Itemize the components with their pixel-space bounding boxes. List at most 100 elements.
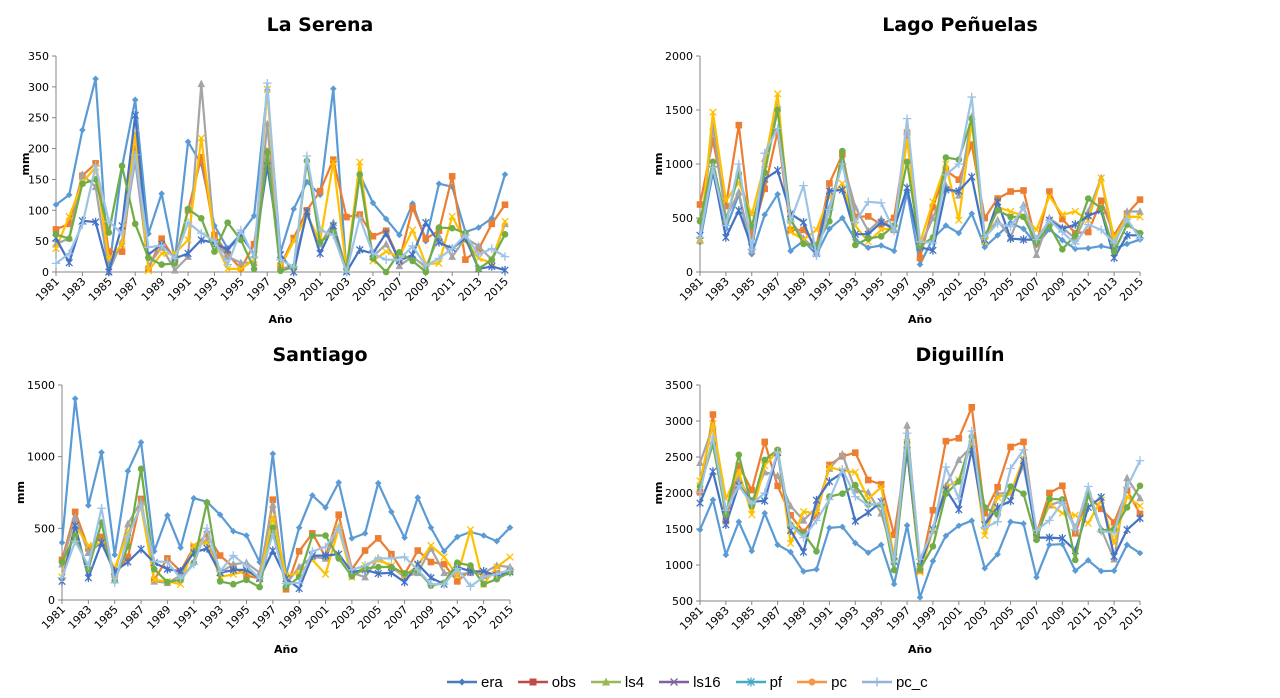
data-point-era bbox=[348, 535, 356, 542]
data-point-pc-c bbox=[980, 233, 990, 242]
data-point-pc bbox=[374, 563, 382, 571]
data-point-pc bbox=[171, 260, 179, 267]
data-point-obs bbox=[735, 462, 743, 469]
data-point-ls16 bbox=[448, 212, 456, 221]
data-point-era bbox=[401, 534, 408, 541]
data-point-ls16 bbox=[84, 541, 93, 550]
data-point-ls16 bbox=[955, 216, 963, 224]
data-point-ls16 bbox=[786, 228, 795, 236]
data-point-ls16 bbox=[1058, 211, 1067, 219]
data-point-era bbox=[335, 479, 343, 486]
data-point-pc-c bbox=[915, 237, 925, 247]
data-point-ls16 bbox=[929, 198, 937, 206]
x-tick-label: 1991 bbox=[807, 275, 836, 304]
data-point-ls16 bbox=[435, 259, 443, 268]
data-point-pc-c bbox=[1096, 526, 1106, 536]
data-point-pf bbox=[838, 185, 847, 195]
data-point-pc bbox=[356, 171, 364, 178]
x-tick-label: 1983 bbox=[703, 275, 732, 304]
data-point-pc-c bbox=[461, 230, 470, 240]
data-point-era bbox=[1123, 240, 1131, 248]
legend-marker-era-icon bbox=[447, 678, 477, 686]
legend-label: pf bbox=[769, 673, 783, 691]
data-point-pc-c bbox=[176, 574, 185, 583]
data-point-ls4 bbox=[799, 516, 808, 524]
data-point-era bbox=[440, 547, 448, 555]
data-point-obs bbox=[916, 254, 924, 262]
data-point-pf bbox=[773, 166, 782, 175]
data-point-obs bbox=[361, 547, 369, 554]
data-point-pc bbox=[839, 147, 846, 155]
data-point-pc bbox=[131, 220, 139, 228]
data-point-pf bbox=[501, 265, 509, 275]
data-point-pc bbox=[1097, 204, 1105, 212]
data-point-pc-c bbox=[315, 225, 325, 235]
data-point-pf bbox=[321, 551, 330, 560]
data-point-obs bbox=[374, 535, 382, 542]
data-point-pf bbox=[488, 262, 496, 271]
data-point-obs bbox=[52, 226, 60, 233]
data-point-pc-c bbox=[321, 542, 330, 552]
data-point-ls16 bbox=[382, 247, 390, 256]
data-point-ls16 bbox=[773, 90, 782, 98]
data-point-ls16 bbox=[877, 226, 885, 234]
data-point-obs bbox=[422, 235, 430, 242]
data-point-ls4 bbox=[171, 265, 179, 274]
data-point-obs bbox=[800, 226, 807, 234]
y-axis-label: mm bbox=[19, 153, 32, 176]
data-point-pc-c bbox=[967, 92, 977, 102]
x-tick-label: 2001 bbox=[303, 603, 332, 632]
data-point-obs bbox=[427, 558, 435, 566]
data-point-era bbox=[1059, 540, 1066, 548]
legend-marker bbox=[670, 678, 679, 686]
data-point-era bbox=[427, 524, 435, 531]
data-point-obs bbox=[787, 512, 794, 519]
data-point-ls16 bbox=[506, 553, 514, 561]
data-point-pc-c bbox=[421, 261, 431, 271]
legend-label: pc bbox=[831, 673, 847, 691]
data-point-obs bbox=[890, 214, 898, 222]
data-point-pc bbox=[1110, 248, 1118, 255]
data-point-era bbox=[1071, 245, 1079, 253]
data-point-pc bbox=[145, 254, 152, 262]
x-tick-label: 2005 bbox=[988, 604, 1017, 633]
x-tick-label: 1993 bbox=[197, 603, 226, 632]
x-tick-label: 2003 bbox=[962, 275, 991, 304]
data-point-ls16 bbox=[838, 179, 847, 188]
data-point-era bbox=[787, 548, 794, 556]
data-point-pf bbox=[968, 172, 976, 182]
data-point-era bbox=[826, 225, 833, 233]
data-point-obs bbox=[1097, 505, 1105, 513]
x-tick-label: 2003 bbox=[329, 603, 358, 632]
data-point-pc-c bbox=[1070, 239, 1080, 249]
data-point-pc-c bbox=[876, 198, 886, 208]
data-point-pc-c bbox=[954, 159, 964, 169]
data-point-obs bbox=[131, 145, 139, 152]
y-tick-label: 1500 bbox=[665, 523, 693, 536]
data-point-pc-c bbox=[434, 254, 444, 263]
data-point-obs bbox=[158, 235, 165, 242]
data-point-pc-c bbox=[149, 557, 159, 566]
data-point-era bbox=[137, 439, 145, 446]
data-point-pc-c bbox=[329, 230, 338, 240]
data-point-pc-c bbox=[876, 498, 886, 508]
legend-marker-pf-icon bbox=[735, 677, 766, 687]
data-point-era bbox=[774, 190, 781, 198]
legend-marker-ls16-icon bbox=[659, 678, 690, 686]
data-point-pc-c bbox=[70, 536, 80, 546]
data-point-pf bbox=[184, 249, 192, 258]
data-point-pc-c bbox=[1006, 222, 1015, 231]
y-tick-label: 2000 bbox=[665, 487, 693, 500]
legend-item: ls16 bbox=[658, 674, 721, 691]
data-point-pc bbox=[475, 265, 482, 273]
x-tick-label: 1983 bbox=[60, 275, 89, 304]
data-point-pc bbox=[761, 456, 769, 464]
chart-plot: 5001000150020002500300035001981198319851… bbox=[652, 379, 1146, 656]
data-point-ls4 bbox=[903, 421, 911, 429]
data-point-pf bbox=[825, 477, 834, 486]
data-point-pc bbox=[243, 576, 250, 584]
data-point-ls16 bbox=[1084, 519, 1092, 527]
data-point-pc bbox=[277, 267, 284, 275]
data-point-pc bbox=[65, 235, 73, 242]
series-pc bbox=[52, 148, 509, 276]
